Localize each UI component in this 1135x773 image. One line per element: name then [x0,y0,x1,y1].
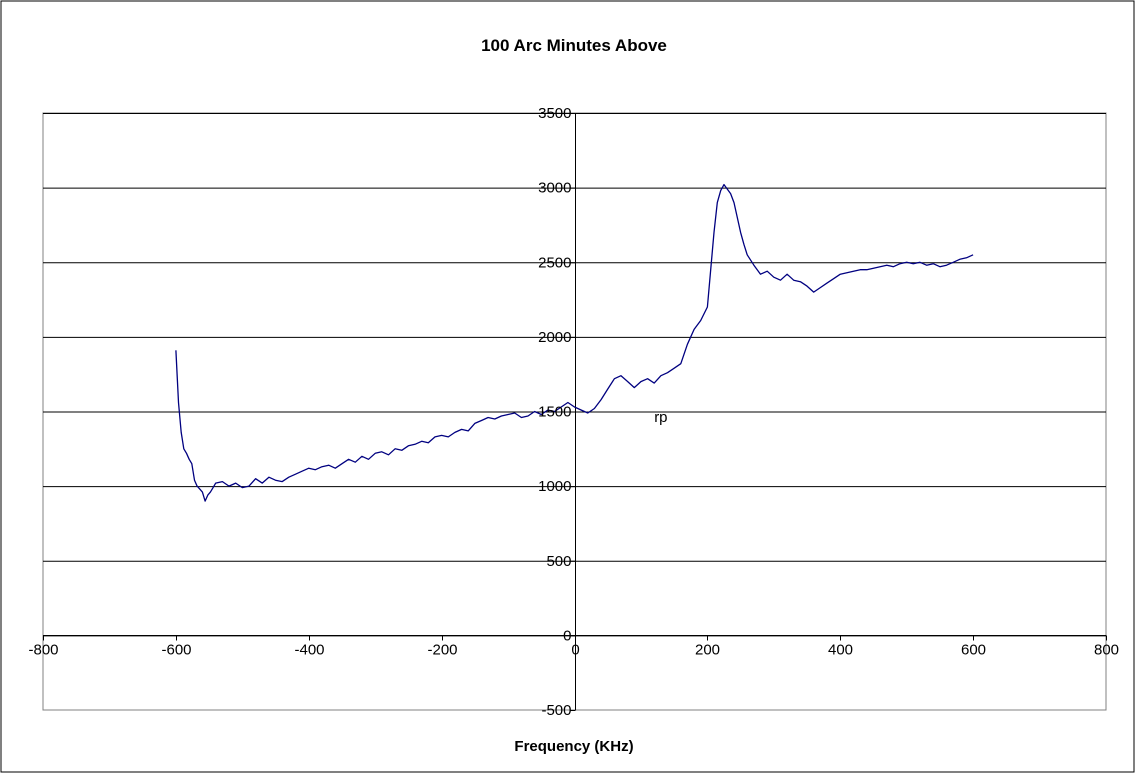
annotation-label: rp [654,409,667,426]
x-tick-label: 200 [695,642,720,659]
x-axis-title: Frequency (KHz) [514,738,633,755]
x-tick-label: -600 [161,642,191,659]
y-tick-label: 3500 [538,105,571,122]
y-tick-label: 3000 [538,180,571,197]
x-tick-label: 400 [828,642,853,659]
x-tick-label: 0 [571,642,579,659]
y-tick-label: 0 [563,627,571,644]
y-tick-label: 2500 [538,254,571,271]
x-tick-label: 600 [961,642,986,659]
chart-title: 100 Arc Minutes Above [481,36,667,55]
x-tick-label: -800 [28,642,58,659]
series-line [175,183,974,502]
annotations: rp [654,409,667,426]
x-tick-label: -400 [294,642,324,659]
y-tick-label: 500 [546,553,571,570]
x-tick-label: 800 [1094,642,1119,659]
y-tick-label: -500 [541,702,571,719]
axes [43,113,1107,711]
y-tick-label: 1500 [538,404,571,421]
y-tick-label: 2000 [538,329,571,346]
series-layer [175,183,974,502]
x-tick-label: -200 [427,642,457,659]
y-tick-label: 1000 [538,478,571,495]
